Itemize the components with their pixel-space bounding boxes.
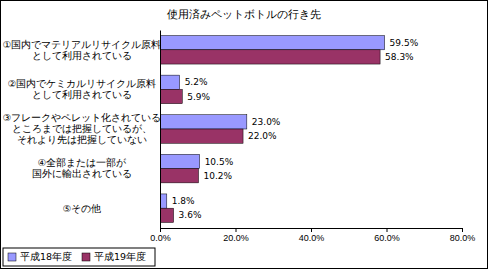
category-label: ⑤その他 xyxy=(63,203,102,214)
bar xyxy=(160,75,180,89)
bars xyxy=(160,36,385,223)
bar xyxy=(160,194,167,208)
legend: 平成18年度 平成19年度 xyxy=(3,248,155,266)
tick: 0.0% xyxy=(150,228,171,243)
x-axis-line xyxy=(161,229,463,233)
data-label: 3.6% xyxy=(179,210,202,220)
bar xyxy=(160,129,243,143)
tick-label: 20.0% xyxy=(223,233,249,243)
data-label: 22.0% xyxy=(248,131,277,141)
bar xyxy=(160,50,380,64)
data-label: 10.2% xyxy=(204,171,233,181)
bar xyxy=(160,208,174,222)
tick-label: 0.0% xyxy=(150,233,171,243)
tick-mark xyxy=(311,228,312,232)
bar xyxy=(160,36,385,50)
legend-item: 平成19年度 xyxy=(82,251,146,262)
legend-item: 平成18年度 xyxy=(8,251,72,262)
data-labels: 59.5% 5.2% 23.0% 10.5% 1.8% 58.3% 5.9% 22.0% 10.… xyxy=(172,38,419,221)
tick: 20.0% xyxy=(223,228,249,243)
tick-label: 40.0% xyxy=(299,233,325,243)
bar xyxy=(160,89,182,103)
tick-mark xyxy=(462,228,463,232)
legend-swatch xyxy=(8,253,16,261)
bar xyxy=(160,154,200,168)
data-label: 23.0% xyxy=(252,117,281,127)
tick-mark xyxy=(387,228,388,232)
y-axis xyxy=(160,31,162,229)
data-label: 1.8% xyxy=(172,196,195,206)
chart-frame xyxy=(1,1,488,269)
data-label: 58.3% xyxy=(385,52,414,62)
title: 使用済みペットボトルの行き先 xyxy=(167,8,321,21)
legend-swatch xyxy=(82,253,90,261)
chart: 使用済みペットボトルの行き先 59.5% 5.2% 23.0% 10.5% 1.8% 58.… xyxy=(0,0,488,269)
data-label: 5.9% xyxy=(187,92,210,102)
data-label: 10.5% xyxy=(205,157,234,167)
tick: 80.0% xyxy=(450,228,476,243)
plot: 59.5% 5.2% 23.0% 10.5% 1.8% 58.3% 5.9% 22.0% 10.… xyxy=(3,31,476,244)
tick-mark xyxy=(160,228,161,232)
legend-label: 平成19年度 xyxy=(94,251,146,262)
tick-label: 80.0% xyxy=(450,233,476,243)
category-label: ③フレークやペレット化されているところまでは把握しているが、それより先は把握して… xyxy=(3,112,162,145)
x-axis: 0.0% 20.0% 40.0% 60.0% 80.0% xyxy=(150,228,475,243)
category-labels: ①国内でマテリアルリサイクル原料として利用されている ②国内でケミカルリサイクル原… xyxy=(3,39,162,214)
tick: 60.0% xyxy=(374,228,400,243)
legend-label: 平成18年度 xyxy=(20,251,72,262)
bar xyxy=(160,115,247,129)
bar xyxy=(160,169,199,183)
category-label: ④全部または一部が国外に輸出されている xyxy=(32,157,132,179)
tick-mark xyxy=(236,228,237,232)
data-label: 5.2% xyxy=(185,77,208,87)
category-label: ①国内でマテリアルリサイクル原料として利用されている xyxy=(3,39,162,61)
y-axis-line xyxy=(160,31,161,229)
legend-box xyxy=(3,248,155,266)
category-label: ②国内でケミカルリサイクル原料として利用されている xyxy=(8,78,157,100)
tick: 40.0% xyxy=(299,228,325,243)
tick-label: 60.0% xyxy=(374,233,400,243)
data-label: 59.5% xyxy=(390,38,419,48)
